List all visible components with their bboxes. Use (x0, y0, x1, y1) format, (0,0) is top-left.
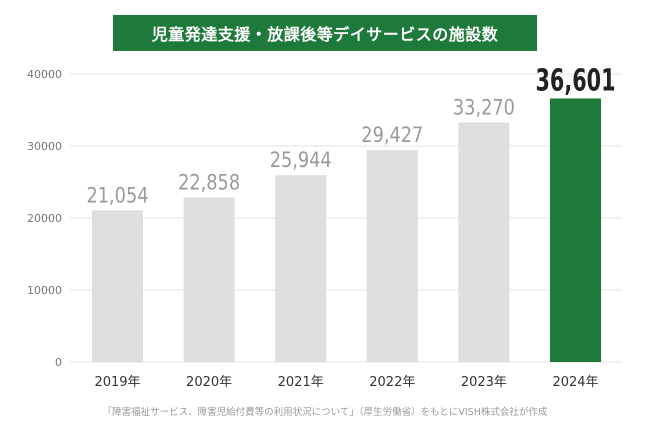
x-tick-label: 2021年 (278, 375, 324, 390)
x-tick-label: 2022年 (369, 375, 415, 390)
x-tick-label: 2023年 (461, 375, 507, 390)
y-axis-ticks: 0 10000 20000 30000 40000 (27, 68, 62, 369)
bar (366, 150, 418, 362)
data-label: 29,427 (361, 123, 423, 147)
bar (183, 197, 235, 362)
data-label: 25,944 (270, 148, 332, 172)
bar (550, 98, 601, 362)
y-tick-label: 10000 (27, 284, 62, 297)
x-axis-ticks: 2019年 2020年 2021年 2022年 2023年 2024年 (94, 375, 598, 390)
y-tick-label: 40000 (27, 68, 62, 81)
data-label-highlight: 36,601 (536, 63, 616, 98)
gridlines (70, 73, 622, 363)
y-tick-label: 0 (55, 356, 62, 369)
value-labels: 21,054 22,858 25,944 29,427 33,270 36,601 (87, 63, 616, 207)
bar (458, 122, 510, 363)
bars (92, 98, 601, 363)
y-tick-label: 30000 (27, 140, 62, 153)
data-label: 21,054 (87, 183, 149, 207)
x-tick-label: 2019年 (94, 375, 140, 390)
bar (275, 175, 327, 362)
y-tick-label: 20000 (27, 212, 62, 225)
chart-title: 児童発達支援・放課後等デイサービスの施設数 (113, 15, 537, 51)
bar (92, 210, 143, 362)
x-tick-label: 2020年 (186, 375, 232, 390)
data-label: 22,858 (178, 170, 240, 194)
x-tick-label: 2024年 (552, 375, 598, 390)
data-label: 33,270 (453, 95, 515, 119)
source-note: 「障害福祉サービス、障害児給付費等の利用状況について」（厚生労働省）をもとにVI… (102, 407, 548, 418)
